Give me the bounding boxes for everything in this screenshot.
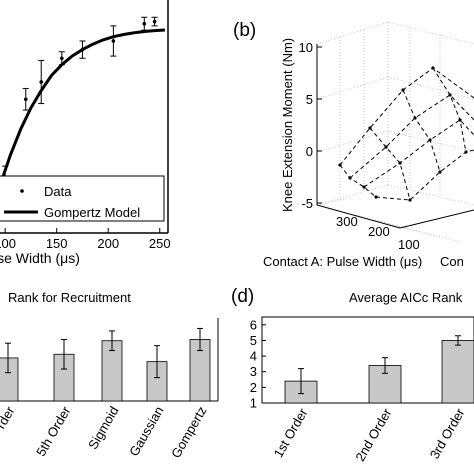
panel-d-frame: [261, 316, 474, 404]
panel-b-z-label: Knee Extension Moment (Nm): [280, 38, 295, 212]
panel-d-title: Average AICc Rank: [349, 290, 463, 305]
panel-b-surface: [339, 67, 474, 201]
data-point: [111, 39, 116, 43]
data-point: [142, 21, 147, 26]
y-tick-label: 1: [250, 396, 257, 411]
legend-model-label: Gompertz Model: [44, 205, 140, 220]
y-tick-label: 6: [250, 317, 257, 332]
legend-data-label: Data: [44, 184, 72, 199]
panel-b-z-ticks: [317, 46, 322, 204]
data-point: [80, 47, 85, 52]
category-label: 2nd Order: [352, 405, 395, 464]
x-tick-label: 200: [97, 236, 119, 251]
bar: [441, 340, 474, 404]
panel-b-label: (b): [233, 20, 256, 41]
y-tick-label: 2: [250, 380, 257, 395]
x-tick-label: 250: [149, 236, 171, 251]
x-tick-label: 150: [46, 236, 68, 251]
legend-data-marker: [20, 189, 24, 193]
category-label: rder: [0, 403, 18, 431]
panel-b: (b): [233, 20, 474, 269]
category-label: 5th Order: [33, 403, 74, 459]
panel-a: 100 150 200 250 lse Width (μs) Data Gompert…: [0, 0, 171, 266]
data-point: [152, 19, 157, 24]
y-tick-label: 5: [250, 333, 257, 348]
category-label: 3rd Order: [427, 405, 468, 461]
bar: [0, 357, 19, 402]
category-label: 1st Order: [270, 405, 310, 460]
category-label: Gaussian: [126, 404, 166, 459]
x-tick-label: 100: [0, 236, 16, 251]
panel-b-points: [338, 66, 468, 202]
panel-a-data: [2, 16, 158, 193]
category-label: Gompertz: [168, 404, 210, 461]
z-tick-0: 0: [306, 144, 313, 159]
x1-tick-100: 100: [398, 237, 420, 252]
data-point: [60, 56, 64, 61]
z-tick-10: 10: [299, 40, 313, 55]
panel-b-grid: [316, 21, 474, 243]
data-point: [23, 97, 28, 102]
z-tick-5: 5: [306, 92, 313, 107]
panel-d-label: (d): [231, 286, 254, 307]
data-point: [39, 80, 44, 84]
panel-b-x1-label: Contact A: Pulse Width (μs): [263, 254, 422, 269]
panel-a-x-label: lse Width (μs): [0, 250, 80, 266]
y-tick-label: 4: [250, 349, 257, 364]
category-label: Sigmoid: [85, 404, 121, 452]
y-tick-label: 3: [250, 364, 257, 379]
z-tick-neg5: -5: [301, 196, 313, 211]
x1-tick-300: 300: [336, 214, 358, 229]
x1-tick-200: 200: [368, 224, 390, 239]
panel-b-axes: [316, 44, 474, 229]
panel-c: Rank for Recruitment rder 5th Order Sigmoi…: [0, 290, 219, 461]
panel-b-x2-label: Con: [440, 254, 464, 269]
panel-c-title: Rank for Recruitment: [8, 290, 131, 305]
